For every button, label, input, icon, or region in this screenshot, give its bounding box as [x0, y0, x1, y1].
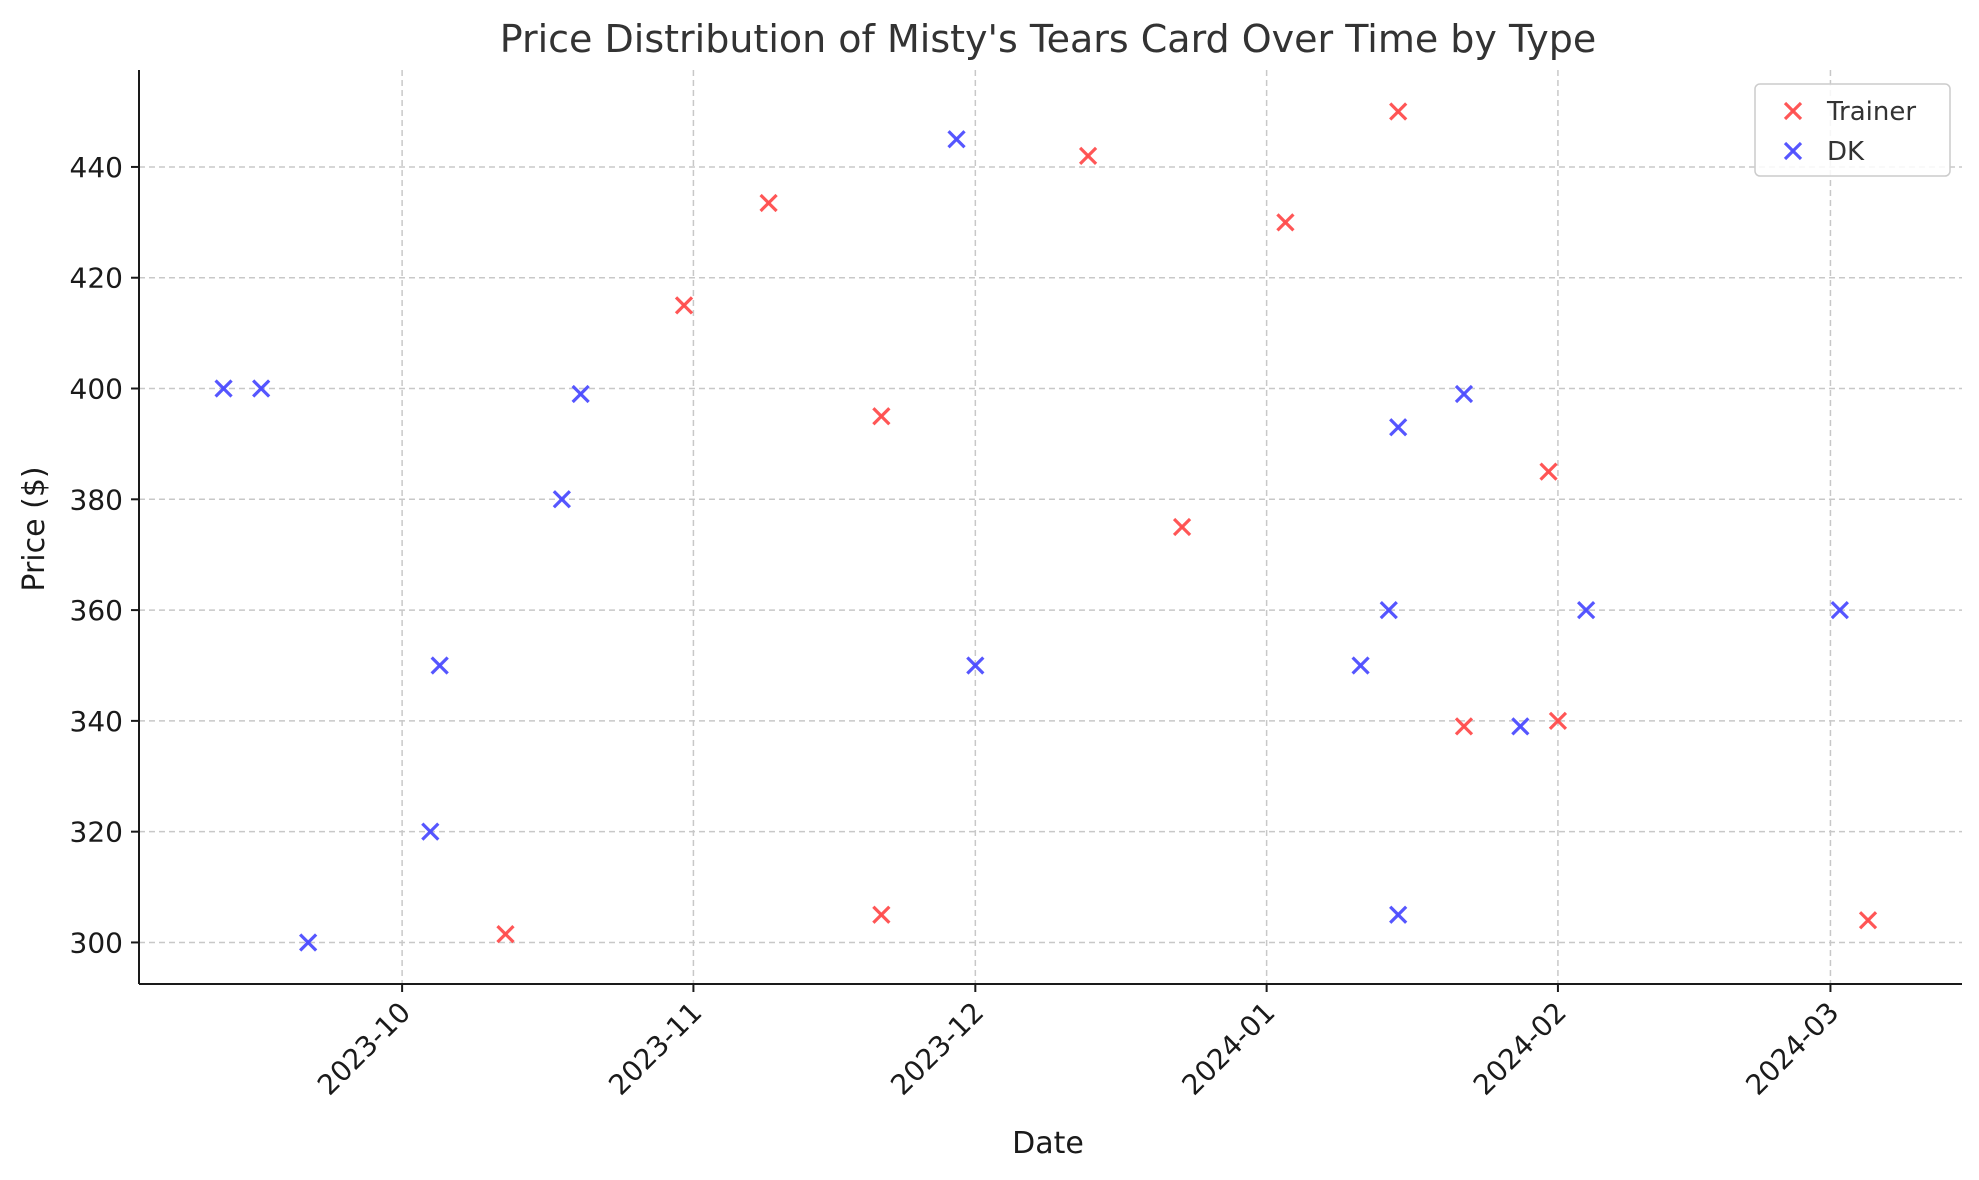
- x-axis-label: Date: [1012, 1126, 1084, 1161]
- y-tick-label: 420: [70, 262, 123, 295]
- data-points: [214, 102, 1878, 952]
- data-point-trainer: [1548, 711, 1568, 731]
- data-point-trainer: [1276, 213, 1295, 232]
- data-point-trainer: [759, 193, 778, 213]
- legend: Trainer DK: [1754, 83, 1951, 177]
- data-point-dk: [1454, 384, 1474, 404]
- data-point-dk: [252, 379, 271, 398]
- data-point-dk: [1511, 717, 1530, 736]
- tick-labels: 2023-10 2023-11 2023-12 2024-01 2024-02 2024-…: [70, 151, 1846, 1102]
- grid-lines: [139, 70, 1962, 984]
- data-point-dk: [430, 656, 449, 675]
- legend-box: [1754, 83, 1951, 177]
- data-point-trainer: [496, 925, 515, 944]
- axes: [131, 70, 1962, 992]
- data-point-dk: [1351, 656, 1370, 675]
- data-point-dk: [552, 490, 571, 509]
- y-tick-label: 360: [70, 594, 123, 627]
- data-point-dk: [299, 933, 318, 952]
- y-tick-label: 400: [70, 373, 123, 406]
- legend-marker-dk: [1783, 141, 1803, 161]
- y-axis-label: Price ($): [17, 466, 52, 591]
- y-tick-label: 300: [70, 926, 123, 959]
- data-point-trainer: [1078, 146, 1098, 165]
- x-tick-label: 2023-11: [602, 996, 708, 1102]
- y-tick-label: 340: [70, 705, 123, 738]
- x-tick-label: 2023-10: [311, 996, 417, 1102]
- chart-title: Price Distribution of Misty's Tears Card…: [500, 17, 1597, 61]
- x-tick-label: 2024-01: [1176, 996, 1282, 1102]
- data-point-trainer: [872, 407, 891, 426]
- data-point-trainer: [872, 905, 891, 924]
- data-point-trainer: [1389, 102, 1408, 121]
- data-point-trainer: [1858, 911, 1878, 930]
- data-point-dk: [421, 822, 440, 841]
- legend-marker-trainer: [1783, 101, 1803, 121]
- legend-label-dk: DK: [1827, 137, 1865, 167]
- data-point-trainer: [1454, 717, 1474, 736]
- legend-label-trainer: Trainer: [1826, 97, 1916, 127]
- data-point-dk: [214, 379, 233, 398]
- data-point-trainer: [674, 296, 694, 315]
- data-point-dk: [1830, 600, 1849, 620]
- data-point-dk: [1389, 905, 1408, 924]
- data-point-dk: [947, 130, 966, 149]
- data-point-dk: [1576, 600, 1596, 620]
- data-point-dk: [966, 656, 985, 675]
- data-point-dk: [1389, 418, 1408, 437]
- data-point-trainer: [1172, 517, 1192, 537]
- y-tick-label: 440: [70, 151, 123, 184]
- data-point-dk: [1379, 600, 1398, 620]
- data-point-trainer: [1539, 462, 1558, 481]
- x-tick-label: 2024-02: [1467, 996, 1573, 1102]
- x-tick-label: 2024-03: [1739, 996, 1845, 1102]
- data-point-dk: [571, 384, 590, 404]
- x-tick-label: 2023-12: [884, 996, 990, 1102]
- y-tick-label: 380: [70, 483, 123, 516]
- y-tick-label: 320: [70, 816, 123, 849]
